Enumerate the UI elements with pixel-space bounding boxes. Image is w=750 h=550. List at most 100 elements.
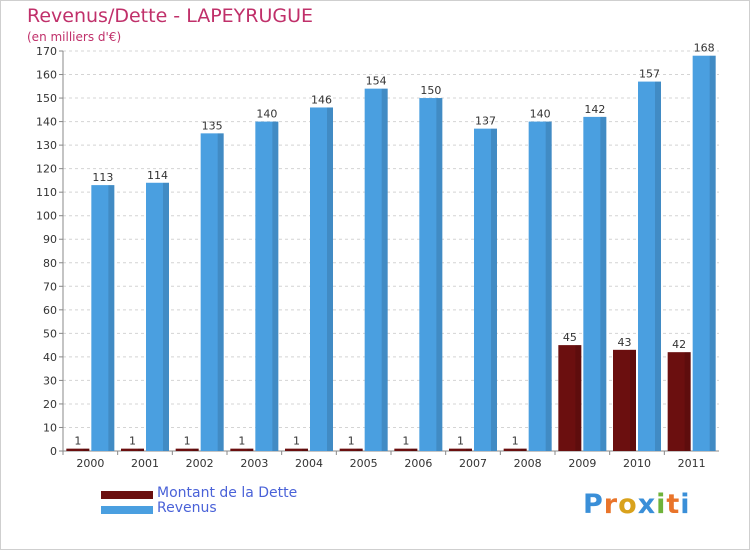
bar-dette xyxy=(230,448,254,451)
bar-shade-dette xyxy=(466,448,472,451)
bar-dette xyxy=(449,448,472,451)
x-tick-label: 2004 xyxy=(295,457,323,470)
y-tick-label: 170 xyxy=(36,45,57,58)
bar-revenus xyxy=(310,107,333,452)
data-label-dette: 1 xyxy=(457,435,464,448)
bar-shade-revenus xyxy=(381,88,388,451)
bar-dette xyxy=(558,345,582,451)
y-tick-label: 70 xyxy=(43,280,57,293)
bar-revenus xyxy=(419,98,443,451)
bar-dette xyxy=(66,448,90,451)
y-tick-label: 40 xyxy=(43,351,57,364)
data-label-dette: 45 xyxy=(563,331,577,344)
y-tick-label: 110 xyxy=(36,186,57,199)
data-label-dette: 1 xyxy=(512,435,519,448)
bar-revenus xyxy=(528,121,552,452)
bar-dette xyxy=(503,448,527,451)
y-tick-label: 10 xyxy=(43,421,57,434)
data-label-revenus: 168 xyxy=(694,42,715,55)
bar-dette xyxy=(394,448,418,451)
y-tick-label: 80 xyxy=(43,257,57,270)
bar-shade-dette xyxy=(138,448,144,451)
bar-shade-revenus xyxy=(600,116,607,451)
bar-dette xyxy=(613,349,636,451)
x-tick-label: 2001 xyxy=(131,457,159,470)
logo-letter: P xyxy=(583,489,604,520)
y-tick-label: 130 xyxy=(36,139,57,152)
data-label-revenus: 113 xyxy=(92,171,113,184)
data-label-dette: 1 xyxy=(238,435,245,448)
x-tick-label: 2007 xyxy=(459,457,487,470)
data-label-revenus: 135 xyxy=(202,119,223,132)
y-tick-label: 160 xyxy=(36,69,57,82)
legend-swatch-dette xyxy=(101,491,153,499)
bar-revenus xyxy=(583,116,607,451)
bar-shade-revenus xyxy=(709,55,716,452)
x-tick-label: 2003 xyxy=(240,457,268,470)
bar-dette xyxy=(121,448,144,451)
bar-shade-dette xyxy=(575,345,582,451)
bar-shade-dette xyxy=(411,448,418,451)
logo-letter: r xyxy=(603,489,619,520)
logo-letter: t xyxy=(666,489,681,520)
bar-shade-dette xyxy=(356,448,363,451)
x-tick-label: 2002 xyxy=(186,457,214,470)
data-label-revenus: 146 xyxy=(311,93,332,106)
y-tick-label: 100 xyxy=(36,210,57,223)
data-label-dette: 1 xyxy=(402,435,409,448)
data-label-revenus: 137 xyxy=(475,115,496,128)
data-label-dette: 1 xyxy=(184,435,191,448)
data-label-revenus: 157 xyxy=(639,68,660,81)
bar-shade-revenus xyxy=(163,182,169,451)
y-tick-label: 60 xyxy=(43,304,57,317)
legend-swatch-revenus xyxy=(101,506,153,514)
y-tick-label: 0 xyxy=(50,445,57,458)
y-tick-label: 90 xyxy=(43,233,57,246)
bar-shade-dette xyxy=(247,448,254,451)
bar-revenus xyxy=(364,88,388,451)
data-label-dette: 1 xyxy=(348,435,355,448)
logo-letter: i xyxy=(680,489,691,520)
bar-shade-revenus xyxy=(545,121,552,452)
bar-shade-revenus xyxy=(217,133,224,451)
bar-revenus xyxy=(692,55,716,452)
bar-shade-revenus xyxy=(272,121,279,452)
bar-dette xyxy=(285,448,308,451)
bar-revenus xyxy=(255,121,279,452)
x-tick-label: 2000 xyxy=(76,457,104,470)
bar-dette xyxy=(339,448,363,451)
bar-dette xyxy=(175,448,199,451)
x-tick-label: 2009 xyxy=(568,457,596,470)
bar-shade-dette xyxy=(684,352,691,451)
x-tick-label: 2006 xyxy=(404,457,432,470)
logo-letter: o xyxy=(618,489,638,520)
data-label-revenus: 140 xyxy=(256,108,277,121)
bar-shade-revenus xyxy=(491,128,497,451)
bar-shade-revenus xyxy=(436,98,443,451)
legend-label-dette: Montant de la Dette xyxy=(157,485,298,501)
bar-shade-revenus xyxy=(108,185,115,451)
y-tick-label: 50 xyxy=(43,327,57,340)
logo-letter: x xyxy=(637,489,657,520)
bar-shade-dette xyxy=(302,448,308,451)
bar-shade-dette xyxy=(192,448,199,451)
bar-revenus xyxy=(474,128,497,451)
x-tick-label: 2005 xyxy=(350,457,378,470)
chart-subtitle: (en milliers d'€) xyxy=(27,30,122,44)
y-tick-label: 150 xyxy=(36,92,57,105)
data-label-dette: 1 xyxy=(74,435,81,448)
bar-revenus xyxy=(200,133,224,451)
bar-shade-dette xyxy=(83,448,90,451)
x-tick-label: 2011 xyxy=(678,457,706,470)
bar-shade-dette xyxy=(630,349,636,451)
x-tick-label: 2010 xyxy=(623,457,651,470)
y-tick-label: 20 xyxy=(43,398,57,411)
y-tick-label: 140 xyxy=(36,116,57,129)
data-label-dette: 42 xyxy=(672,338,686,351)
data-label-dette: 43 xyxy=(618,336,632,349)
bar-dette xyxy=(667,352,691,451)
bar-shade-revenus xyxy=(655,81,661,452)
data-label-revenus: 114 xyxy=(147,169,168,182)
data-label-dette: 1 xyxy=(129,435,136,448)
